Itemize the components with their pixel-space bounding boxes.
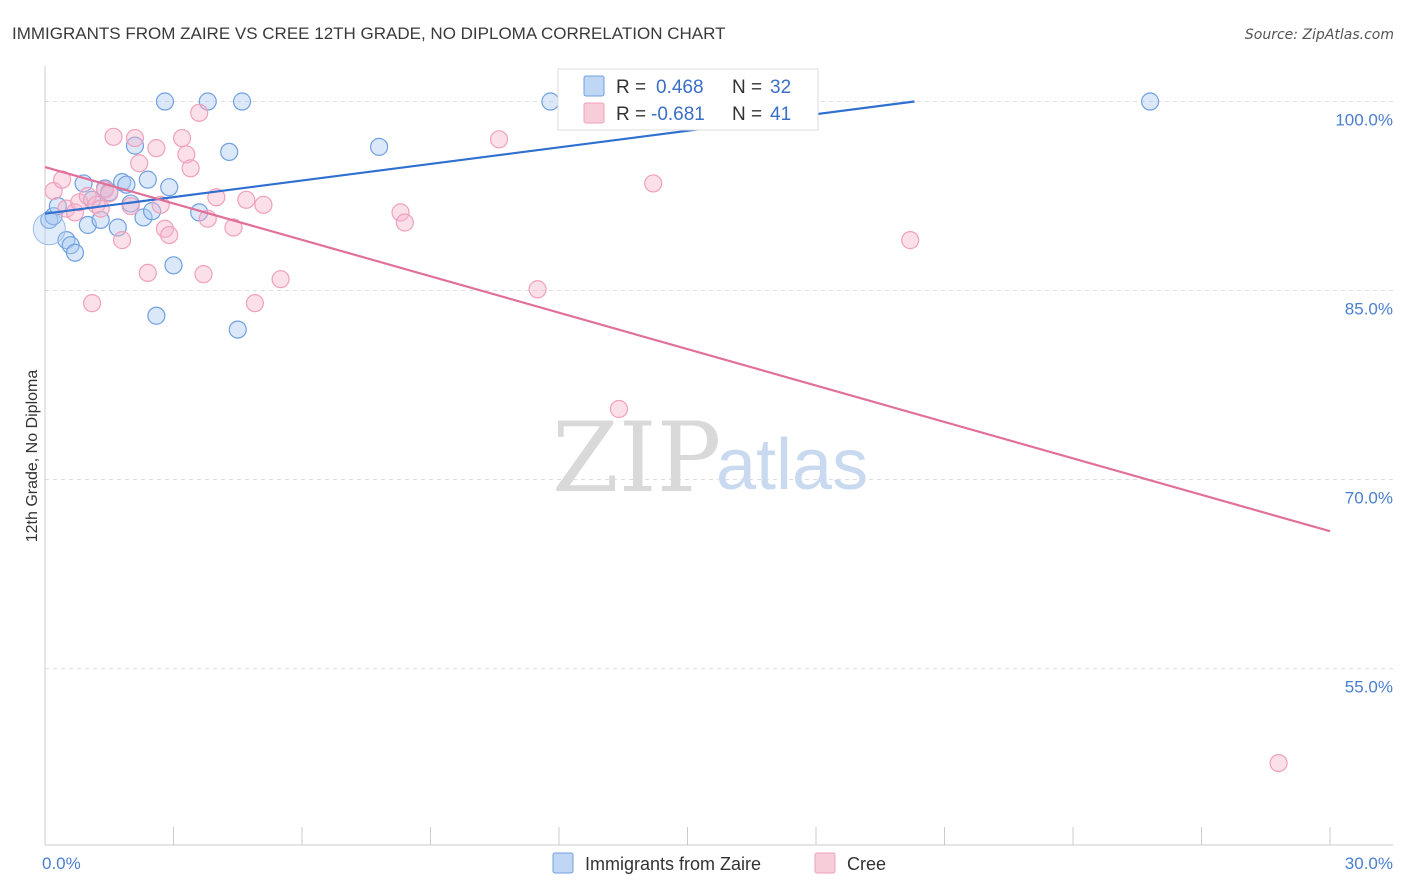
watermark-zip: ZIP — [552, 402, 721, 514]
y-tick-label: 70.0% — [1345, 489, 1393, 508]
cree-point — [125, 128, 145, 148]
cree-point — [237, 190, 256, 209]
x-tick-label: 0.0% — [42, 854, 81, 873]
zaire-point — [138, 170, 157, 189]
zaire-point — [147, 306, 166, 325]
cree-point — [104, 127, 123, 146]
legend-n-zaire: 32 — [770, 77, 791, 98]
bottom-legend-swatch-cree — [814, 852, 836, 874]
y-tick-label: 100.0% — [1335, 111, 1393, 130]
zaire-point — [160, 178, 179, 197]
watermark-atlas: atlas — [716, 425, 868, 505]
zaire-point — [32, 212, 66, 246]
legend-r-label-cree: R = — [616, 104, 646, 125]
cree-point — [147, 139, 166, 158]
grid-layer: 100.0% 85.0% 70.0% 55.0% — [45, 101, 1393, 697]
legend: R = 0.468 N = 32 R = -0.681 N = 41 — [557, 68, 819, 131]
cree-point — [395, 213, 414, 232]
y-tick-label: 85.0% — [1345, 300, 1393, 319]
cree-point — [609, 399, 629, 419]
y-axis-label: 12th Grade, No Diploma — [24, 370, 41, 543]
x-tick-label: 30.0% — [1345, 854, 1393, 873]
bottom-legend-label-zaire: Immigrants from Zaire — [585, 854, 761, 874]
cree-point — [901, 231, 920, 250]
cree-point — [644, 174, 663, 193]
legend-r-label-zaire: R = — [616, 77, 646, 98]
legend-swatch-cree — [583, 102, 605, 124]
zaire-point — [164, 256, 183, 275]
cree-point — [130, 154, 149, 173]
cree-point — [528, 280, 547, 299]
chart-source: Source: ZipAtlas.com — [1245, 27, 1394, 43]
cree-point — [245, 294, 264, 313]
cree-point — [271, 270, 290, 289]
bottom-legend: Immigrants from Zaire Cree — [552, 852, 886, 874]
zaire-point — [65, 243, 85, 262]
cree-point — [138, 263, 157, 282]
cree-trend-line — [44, 165, 1331, 533]
cree-point — [489, 130, 509, 149]
zaire-point — [228, 320, 247, 339]
cree-point — [181, 159, 200, 178]
cree-point — [121, 196, 140, 216]
y-tick-label: 55.0% — [1345, 678, 1393, 697]
bottom-legend-label-cree: Cree — [847, 854, 886, 874]
cree-point — [391, 203, 410, 222]
legend-n-label-cree: N = — [732, 104, 762, 125]
watermark: ZIP atlas — [552, 402, 868, 514]
legend-r-zaire: 0.468 — [656, 77, 704, 98]
legend-n-label-zaire: N = — [732, 77, 762, 98]
legend-n-cree: 41 — [770, 104, 791, 125]
legend-swatch-zaire — [583, 75, 605, 97]
cree-point — [177, 145, 196, 164]
legend-r-cree: -0.681 — [651, 104, 705, 125]
zaire-point — [220, 142, 239, 162]
cree-point — [194, 265, 213, 284]
cree-point — [224, 218, 243, 237]
cree-point — [190, 103, 209, 122]
bottom-legend-swatch-zaire — [552, 852, 574, 874]
zaire-point — [541, 92, 560, 111]
chart-title: IMMIGRANTS FROM ZAIRE VS CREE 12TH GRADE… — [12, 24, 725, 43]
zaire-point — [125, 136, 145, 155]
cree-point — [254, 195, 273, 214]
cree-point — [83, 294, 102, 313]
cree-point — [1269, 753, 1288, 773]
zaire-point — [155, 92, 175, 111]
cree-point — [112, 231, 132, 250]
cree-point — [160, 225, 179, 245]
zaire-point — [370, 137, 389, 156]
cree-point — [91, 199, 110, 218]
zaire-point — [232, 92, 252, 111]
axes-layer: 0.0% 30.0% — [42, 66, 1393, 873]
zaire-point — [1140, 92, 1160, 111]
cree-point — [172, 128, 192, 148]
